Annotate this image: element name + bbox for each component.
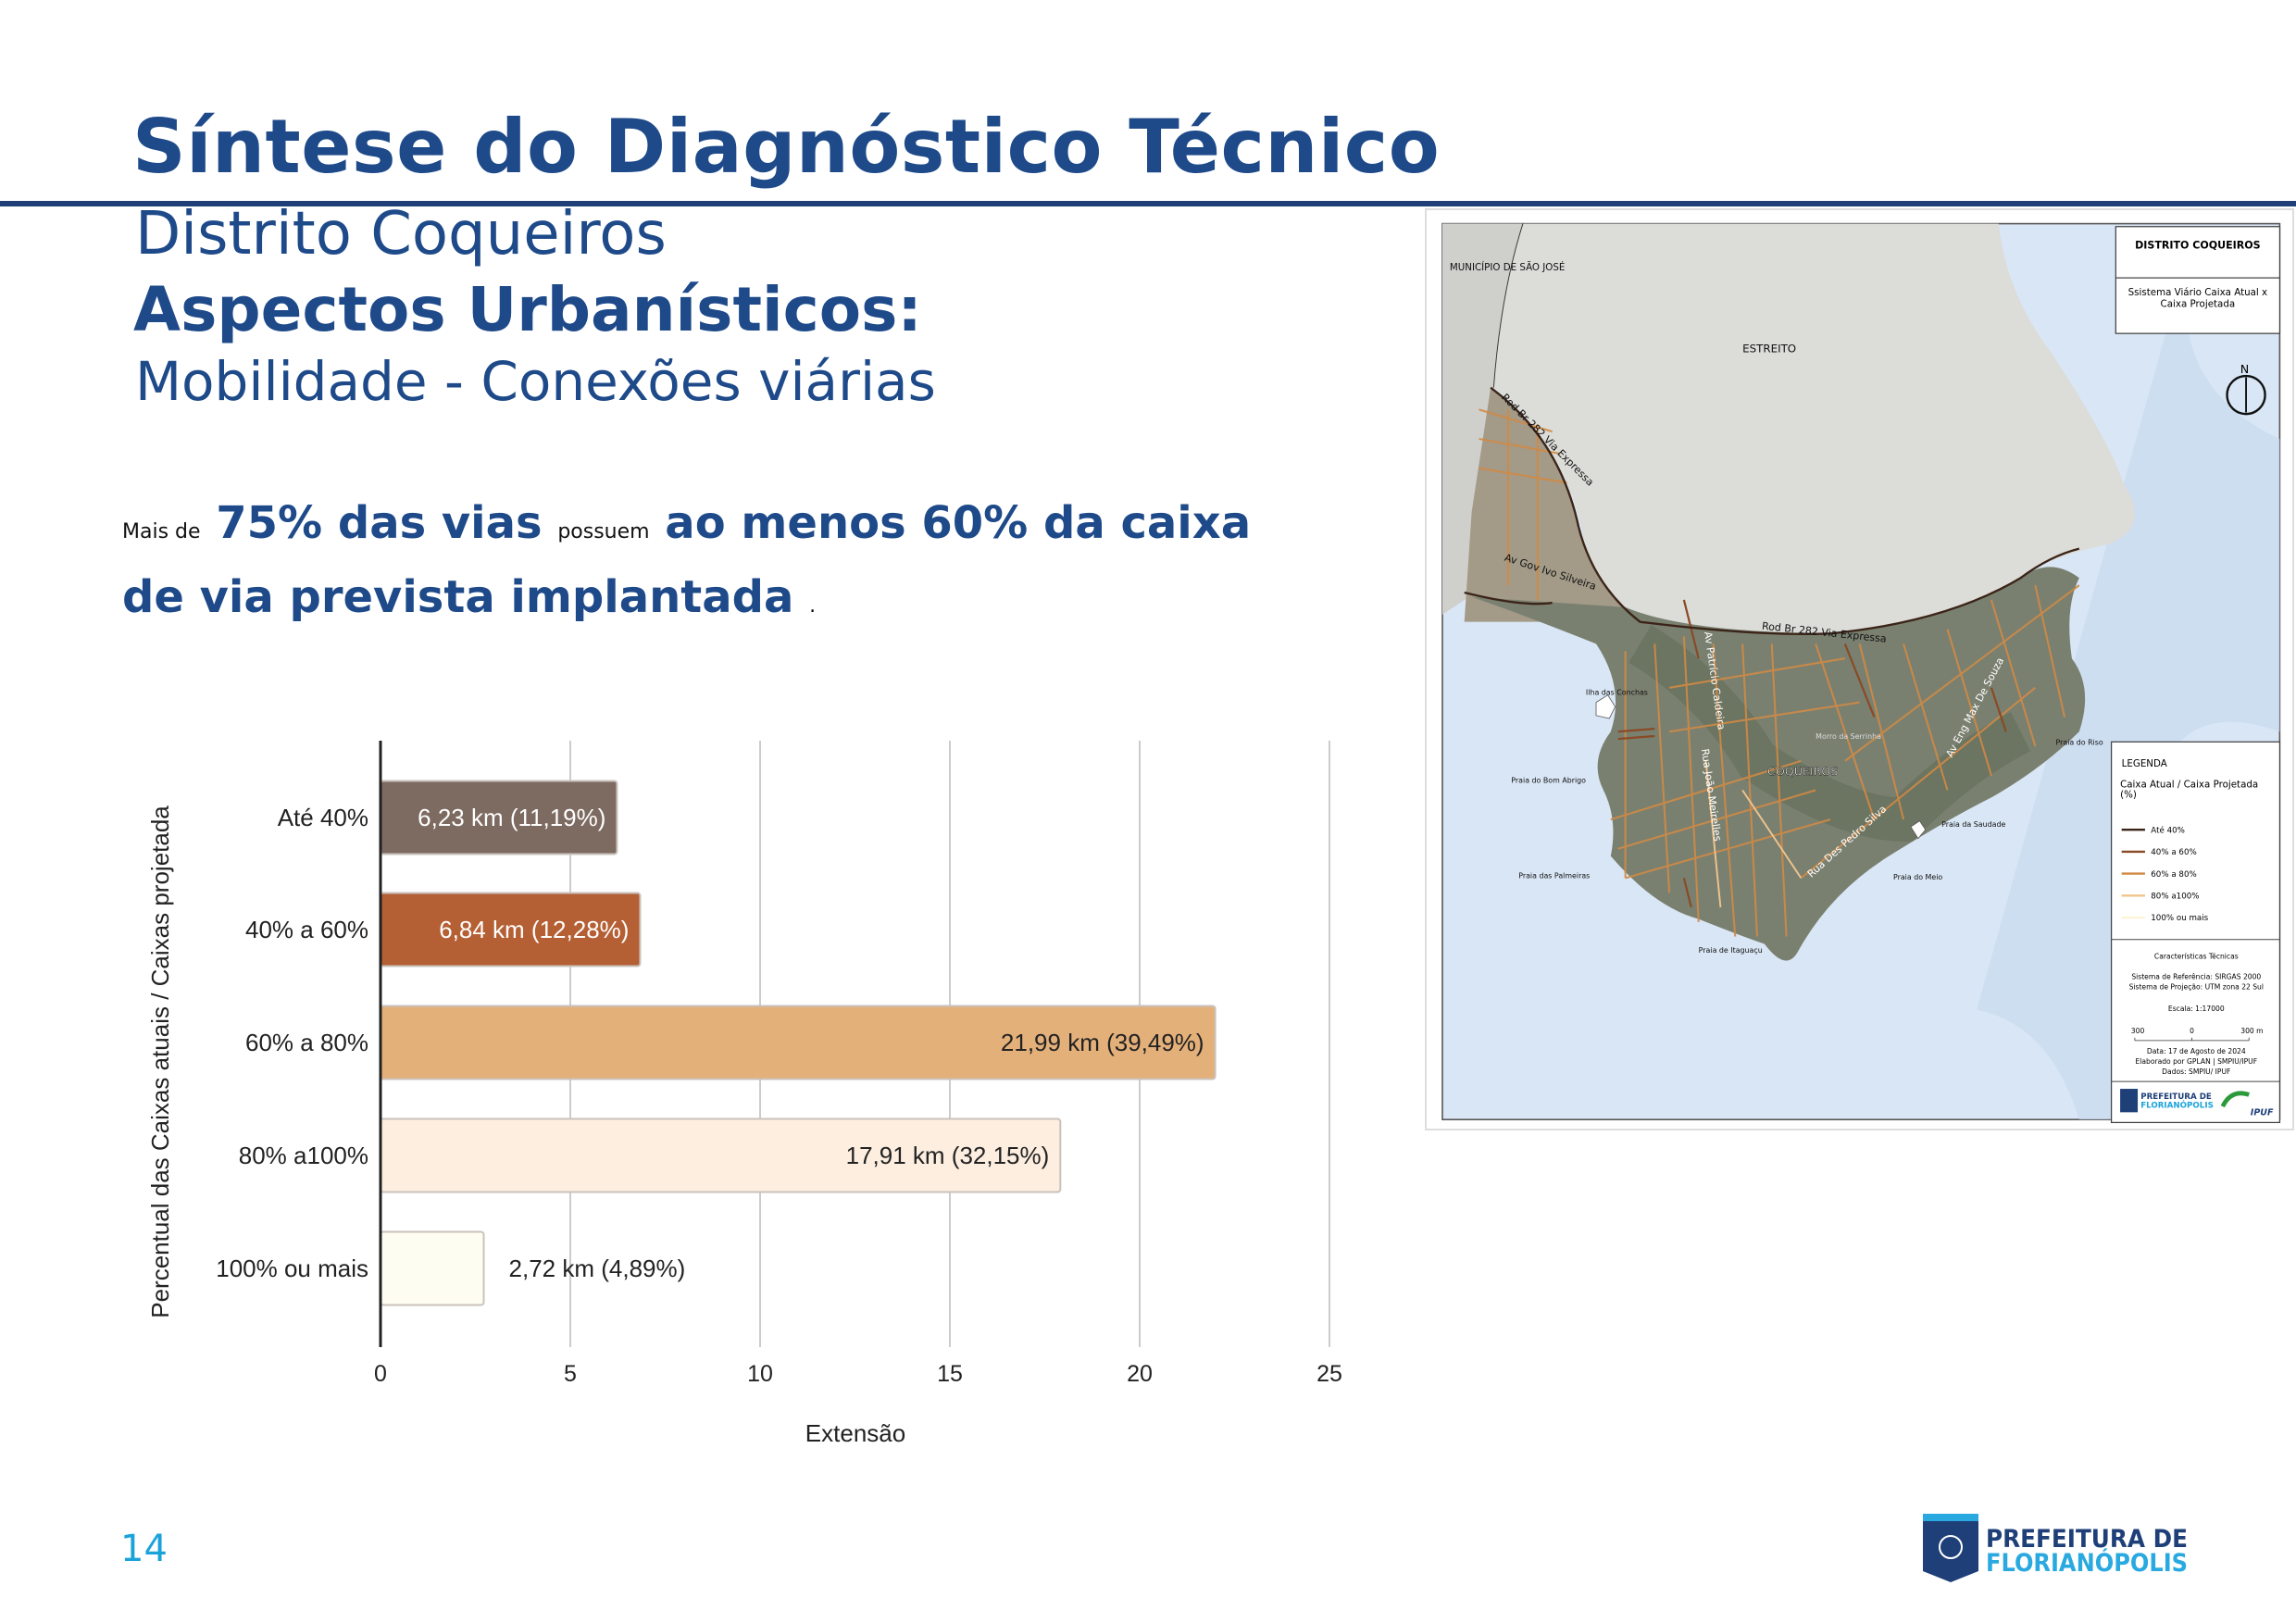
- category-label: Até 40%: [278, 804, 368, 831]
- legend-item-label: 40% a 60%: [2151, 848, 2196, 857]
- y-axis-label: Percentual das Caixas atuais / Caixas pr…: [146, 805, 174, 1318]
- scale-bar-label: 300: [2131, 1027, 2145, 1035]
- x-tick-label: 10: [747, 1361, 773, 1387]
- map-title-box: DISTRITO COQUEIROS Ssistema Viário Caixa…: [2115, 226, 2281, 334]
- x-tick-label: 5: [564, 1361, 577, 1387]
- svg-text:N: N: [2240, 362, 2249, 376]
- svg-text:FLORIANÓPOLIS: FLORIANÓPOLIS: [1986, 1548, 2188, 1578]
- map-label-beach: Praia do Meio: [1893, 873, 1942, 881]
- legend-item-label: 100% ou mais: [2151, 914, 2208, 923]
- data-label: 6,84 km (12,28%): [439, 916, 629, 943]
- scale-bar-label: 300 m: [2240, 1027, 2263, 1035]
- legend-ref-system: Sistema de Referência: SIRGAS 2000: [2131, 972, 2261, 980]
- x-tick-label: 20: [1127, 1361, 1153, 1387]
- prefeitura-logo-small: PREFEITURA DE FLORIANÓPOLIS: [2120, 1089, 2214, 1113]
- legend-item-label: 80% a100%: [2151, 893, 2199, 902]
- map-label-morro: Morro da Serrinha: [1816, 732, 1881, 741]
- svg-text:IPUF: IPUF: [2251, 1108, 2274, 1118]
- legend-scale: Escala: 1:17000: [2168, 1005, 2225, 1013]
- map-legend: LEGENDA Caixa Atual / Caixa Projetada (%…: [2110, 741, 2281, 1124]
- legend-proj-system: Sistema de Projeção: UTM zona 22 Sul: [2129, 983, 2264, 992]
- key-finding: Mais de 75% das vias possuem ao menos 60…: [122, 491, 1326, 639]
- legend-source: Dados: SMPIU/ IPUF: [2162, 1067, 2230, 1076]
- key-finding-text: Mais de: [122, 520, 201, 543]
- legend-item-label: 60% a 80%: [2151, 870, 2196, 880]
- map-label-estreito: ESTREITO: [1742, 343, 1796, 356]
- svg-text:FLORIANÓPOLIS: FLORIANÓPOLIS: [2140, 1100, 2214, 1111]
- page-title: Síntese do Diagnóstico Técnico: [132, 104, 1441, 190]
- key-finding-emphasis: 75% das vias: [216, 497, 543, 549]
- category-label: 80% a100%: [239, 1142, 368, 1169]
- x-tick-label: 0: [374, 1361, 387, 1387]
- ipuf-logo: IPUF: [2220, 1091, 2274, 1118]
- prefeitura-logo: PREFEITURA DE FLORIANÓPOLIS: [1923, 1512, 2191, 1584]
- map-label-beach: Praia do Bom Abrigo: [1511, 777, 1586, 785]
- legend-author: Elaborado por GPLAN | SMPIU/IPUF: [2135, 1057, 2257, 1066]
- legend-heading: LEGENDA: [2122, 758, 2167, 769]
- map-label-coqueiros: COQUEIROS: [1767, 765, 1838, 779]
- data-label: 21,99 km (39,49%): [1001, 1029, 1204, 1056]
- map-label-ilha: Ilha das Conchas: [1586, 689, 1648, 697]
- x-tick-label: 15: [937, 1361, 963, 1387]
- scale-bar-label: 0: [2190, 1027, 2194, 1035]
- svg-text:PREFEITURA DE: PREFEITURA DE: [1986, 1525, 2188, 1554]
- legend-date: Data: 17 de Agosto de 2024: [2147, 1047, 2246, 1055]
- city-crest-icon: [1939, 1535, 1963, 1559]
- section-title: Aspectos Urbanísticos:: [133, 274, 922, 345]
- data-label: 6,23 km (11,19%): [418, 804, 605, 831]
- district-name: Distrito Coqueiros: [135, 200, 667, 268]
- svg-text:PREFEITURA DE: PREFEITURA DE: [2140, 1092, 2212, 1102]
- district-map[interactable]: MUNICÍPIO DE SÃO JOSÉ ESTREITO Rod Br 28…: [1441, 222, 2283, 1124]
- legend-item-label: Até 40%: [2151, 825, 2185, 835]
- title-divider: [0, 201, 2296, 206]
- subsection-title: Mobilidade - Conexões viárias: [135, 350, 936, 413]
- map-label-beach: Praia do Riso: [2056, 738, 2103, 746]
- map-label-beach: Praia da Saudade: [1941, 820, 2005, 829]
- map-label-beach: Praia das Palmeiras: [1518, 871, 1590, 880]
- data-label: 17,91 km (32,15%): [846, 1142, 1050, 1169]
- category-label: 40% a 60%: [245, 916, 368, 943]
- map-subtitle: Ssistema Viário Caixa Atual x Caixa Proj…: [2128, 286, 2268, 310]
- category-label: 100% ou mais: [216, 1255, 368, 1282]
- bar[interactable]: [380, 1230, 485, 1306]
- key-finding-emphasis: ao menos 60% da caixa de via prevista im…: [122, 497, 1252, 623]
- x-axis-label: Extensão: [805, 1419, 905, 1447]
- north-arrow-icon: N: [2226, 362, 2266, 416]
- legend-tech-title: Características Técnicas: [2154, 952, 2239, 960]
- page-number: 14: [120, 1528, 168, 1570]
- x-tick-label: 25: [1316, 1361, 1342, 1387]
- map-title: DISTRITO COQUEIROS: [2135, 239, 2261, 251]
- key-finding-text: .: [809, 594, 817, 618]
- map-label-sao-jose: MUNICÍPIO DE SÃO JOSÉ: [1450, 261, 1566, 273]
- bar-chart: 0 5 10 15 20 25 Até 40% 6,23 km (11,19%) 40% a …: [146, 741, 1342, 1447]
- key-finding-text: possuem: [557, 520, 650, 543]
- category-label: 60% a 80%: [245, 1029, 368, 1056]
- map-label-beach: Praia de Itaguaçu: [1699, 946, 1763, 955]
- legend-title: Caixa Atual / Caixa Projetada (%): [2120, 780, 2259, 801]
- data-label: 2,72 km (4,89%): [509, 1255, 686, 1282]
